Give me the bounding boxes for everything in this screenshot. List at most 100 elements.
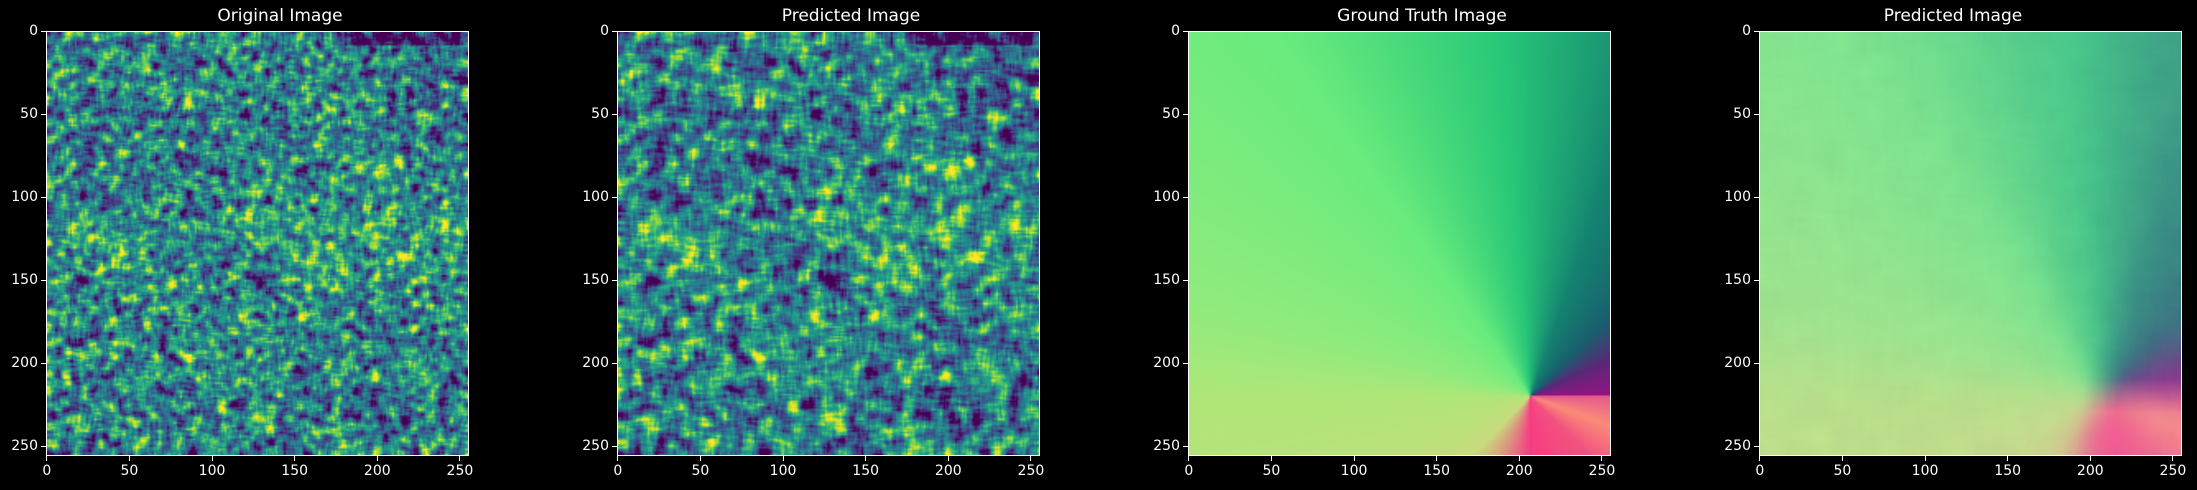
heatmap-canvas xyxy=(618,32,1039,455)
x-tick-label: 0 xyxy=(42,463,52,479)
x-tick-label: 250 xyxy=(2159,463,2187,479)
y-tick-label: 0 xyxy=(1171,22,1180,39)
y-tick-mark xyxy=(41,446,46,448)
y-tick-mark xyxy=(612,446,617,448)
x-tick-mark xyxy=(782,456,784,461)
x-tick-label: 0 xyxy=(1184,463,1194,479)
y-tick-label: 100 xyxy=(582,188,609,205)
y-tick-mark xyxy=(612,363,617,365)
y-tick-mark xyxy=(1754,363,1759,365)
x-tick-label: 50 xyxy=(1262,463,1281,479)
heatmap-plot xyxy=(1188,31,1611,456)
y-tick-label: 150 xyxy=(582,271,609,288)
y-tick-mark xyxy=(1183,363,1188,365)
x-tick-label: 150 xyxy=(281,463,309,479)
x-tick-label: 150 xyxy=(1423,463,1451,479)
x-tick-mark xyxy=(1601,456,1603,461)
x-tick-mark xyxy=(2172,456,2174,461)
y-tick-label: 200 xyxy=(582,354,609,371)
x-tick-mark xyxy=(376,456,378,461)
x-tick-mark xyxy=(1436,456,1438,461)
y-tick-mark xyxy=(1183,31,1188,33)
y-tick-label: 150 xyxy=(1724,271,1751,288)
x-tick-label: 100 xyxy=(1340,463,1368,479)
y-tick-mark xyxy=(1754,280,1759,282)
x-tick-label: 250 xyxy=(1588,463,1616,479)
y-tick-label: 50 xyxy=(1733,105,1751,122)
y-tick-mark xyxy=(41,197,46,199)
y-tick-mark xyxy=(612,114,617,116)
y-tick-mark xyxy=(1754,446,1759,448)
y-tick-label: 250 xyxy=(11,437,38,454)
y-tick-mark xyxy=(41,114,46,116)
panel-title: Original Image xyxy=(217,6,343,26)
x-tick-label: 200 xyxy=(1505,463,1533,479)
x-tick-mark xyxy=(1030,456,1032,461)
y-tick-label: 50 xyxy=(591,105,609,122)
y-tick-label: 100 xyxy=(1153,188,1180,205)
x-tick-mark xyxy=(459,456,461,461)
y-tick-mark xyxy=(1754,114,1759,116)
heatmap-canvas xyxy=(1760,32,2181,455)
y-tick-label: 200 xyxy=(1724,354,1751,371)
panel-predicted-angle: Predicted Image 0 50 100 150 200 250 0 50 100 150… xyxy=(1713,0,2193,490)
x-tick-label: 200 xyxy=(2076,463,2104,479)
x-tick-label: 100 xyxy=(198,463,226,479)
y-tick-mark xyxy=(612,197,617,199)
x-tick-mark xyxy=(2089,456,2091,461)
y-tick-mark xyxy=(1183,446,1188,448)
y-tick-label: 200 xyxy=(11,354,38,371)
x-tick-mark xyxy=(1841,456,1843,461)
y-tick-label: 100 xyxy=(1724,188,1751,205)
panel-ground-truth: Ground Truth Image 0 50 100 150 200 250 0 50 100… xyxy=(1142,0,1702,490)
x-tick-label: 200 xyxy=(363,463,391,479)
y-tick-mark xyxy=(1183,114,1188,116)
y-tick-label: 50 xyxy=(20,105,38,122)
x-tick-label: 150 xyxy=(852,463,880,479)
x-tick-label: 100 xyxy=(1911,463,1939,479)
y-tick-label: 150 xyxy=(1153,271,1180,288)
y-tick-mark xyxy=(1183,280,1188,282)
x-tick-label: 200 xyxy=(934,463,962,479)
x-tick-mark xyxy=(2007,456,2009,461)
y-tick-label: 0 xyxy=(600,22,609,39)
x-tick-mark xyxy=(865,456,867,461)
x-tick-label: 50 xyxy=(691,463,710,479)
x-tick-label: 0 xyxy=(613,463,623,479)
y-tick-label: 150 xyxy=(11,271,38,288)
heatmap-plot xyxy=(617,31,1040,456)
y-tick-label: 250 xyxy=(582,437,609,454)
x-tick-label: 250 xyxy=(446,463,474,479)
y-tick-label: 250 xyxy=(1724,437,1751,454)
x-tick-mark xyxy=(1270,456,1272,461)
x-tick-mark xyxy=(617,456,619,461)
panel-original: Original Image 0 50 100 150 200 250 0 50 100 150 2… xyxy=(0,0,560,490)
x-tick-mark xyxy=(128,456,130,461)
x-tick-label: 50 xyxy=(1833,463,1852,479)
panel-predicted: Predicted Image 0 50 100 150 200 250 0 50 100 150… xyxy=(571,0,1131,490)
x-tick-mark xyxy=(947,456,949,461)
y-tick-mark xyxy=(41,280,46,282)
x-tick-mark xyxy=(1353,456,1355,461)
y-tick-label: 0 xyxy=(29,22,38,39)
y-tick-mark xyxy=(612,280,617,282)
y-tick-mark xyxy=(612,31,617,33)
panel-title: Predicted Image xyxy=(781,6,921,26)
x-tick-mark xyxy=(1924,456,1926,461)
x-tick-label: 150 xyxy=(1994,463,2022,479)
panel-title: Ground Truth Image xyxy=(1337,6,1507,26)
panel-title: Predicted Image xyxy=(1883,6,2023,26)
y-tick-label: 100 xyxy=(11,188,38,205)
y-tick-label: 250 xyxy=(1153,437,1180,454)
x-tick-label: 250 xyxy=(1017,463,1045,479)
y-tick-label: 200 xyxy=(1153,354,1180,371)
x-tick-label: 50 xyxy=(120,463,139,479)
x-tick-mark xyxy=(1188,456,1190,461)
x-tick-mark xyxy=(46,456,48,461)
y-tick-label: 0 xyxy=(1742,22,1751,39)
heatmap-canvas xyxy=(1189,32,1610,455)
x-tick-mark xyxy=(211,456,213,461)
heatmap-plot xyxy=(1759,31,2182,456)
y-tick-mark xyxy=(1754,197,1759,199)
y-tick-mark xyxy=(41,31,46,33)
